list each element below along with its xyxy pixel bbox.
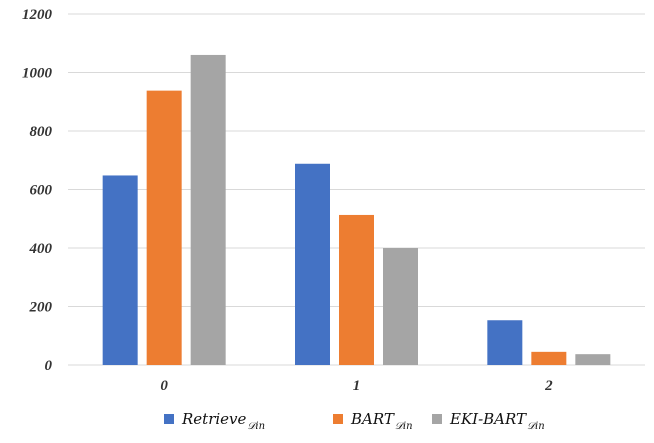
bar-bart-1 [339,214,374,365]
legend-item: EKI-BART 𝒟in [432,410,545,432]
y-tick-label: 1000 [22,66,53,82]
legend-label-subscript: 𝒟in [395,421,413,432]
y-tick-label: 200 [29,300,53,316]
y-tick-label: 800 [30,124,53,140]
x-tick-label: 1 [353,378,361,394]
bar-eki-bart-0 [190,54,226,365]
bars [102,54,611,365]
legend-label: BART [350,410,395,428]
y-axis-ticks: 0 200 400 600 800 1000 1200 [22,7,53,374]
legend-label-subscript: 𝒟in [247,421,265,432]
bar-bart-0 [146,90,182,365]
legend-label-subscript: 𝒟in [527,421,545,432]
bar-eki-bart-1 [383,248,418,365]
bar-bart-2 [531,351,567,365]
legend-label: Retrieve [181,410,247,428]
x-tick-label: 2 [544,378,553,394]
bar-retrieve-2 [487,320,523,365]
y-tick-label: 600 [30,183,53,199]
bar-retrieve-1 [295,163,330,365]
legend-swatch [333,414,343,424]
bar-retrieve-0 [102,175,138,365]
legend: Retrieve 𝒟in BART 𝒟in EKI-BART 𝒟in [164,410,545,432]
y-tick-label: 400 [29,241,53,257]
legend-item: Retrieve 𝒟in [164,410,265,432]
legend-swatch [432,414,442,424]
x-tick-label: 0 [160,378,168,394]
legend-item: BART 𝒟in [333,410,413,432]
legend-label: EKI-BART [449,410,527,428]
y-tick-label: 0 [45,358,53,374]
x-axis-ticks: 0 1 2 [160,378,553,394]
legend-swatch [164,414,174,424]
bar-eki-bart-2 [575,354,611,365]
y-tick-label: 1200 [22,7,53,23]
